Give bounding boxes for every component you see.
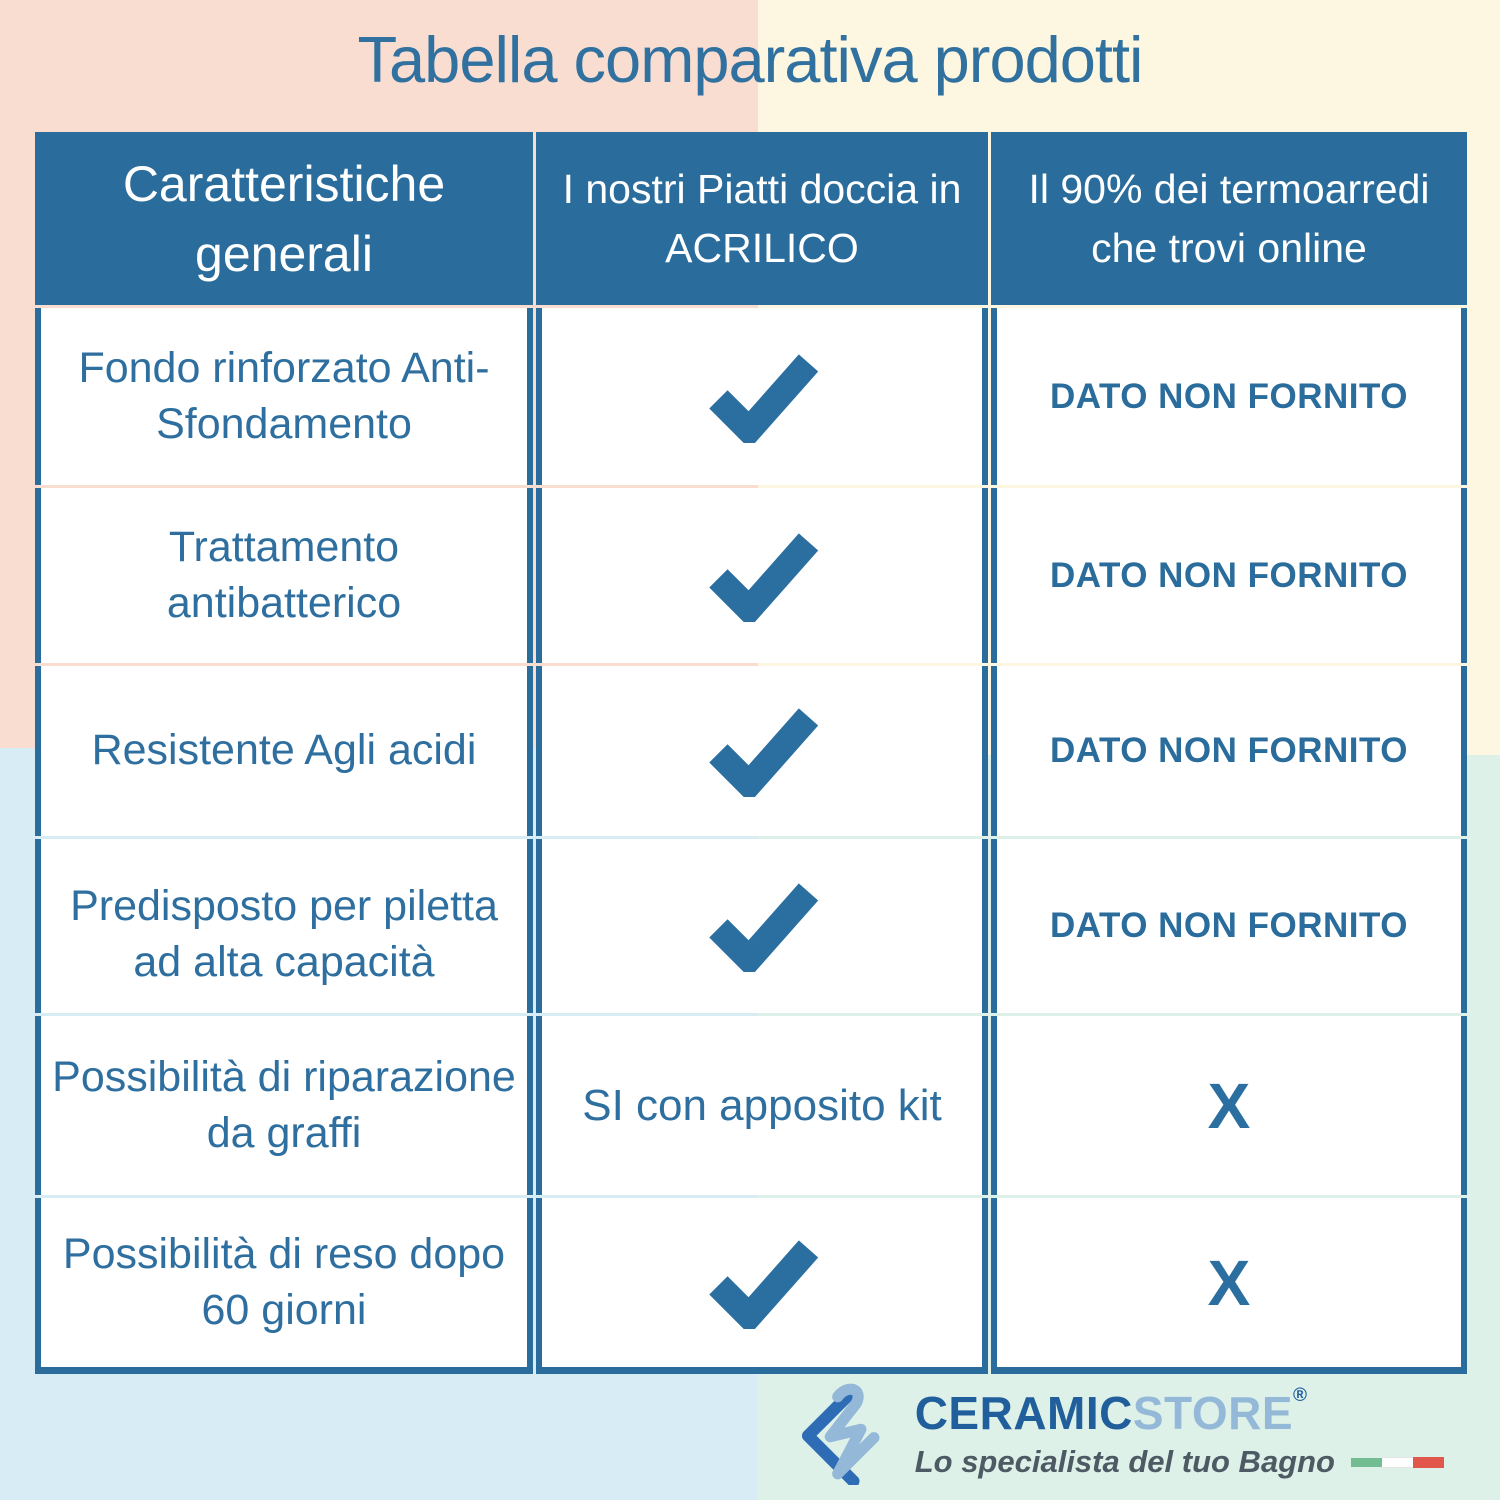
dato-non-fornito-text: DATO NON FORNITO [1050,731,1408,770]
theirs-cell-row5: X [991,1016,1467,1195]
ours-cell-row5: SI con apposito kit [536,1016,988,1195]
theirs-cell-row4: DATO NON FORNITO [991,839,1467,1013]
checkmark-icon [708,1239,818,1329]
row-label-riparazione-graffi: Possibilità di riparazione da graffi [35,1016,533,1195]
brand-primary: CERAMIC [914,1386,1133,1439]
x-mark: X [1207,1069,1251,1142]
ours-cell-row2 [536,488,988,663]
brand-name: CERAMICSTORE® [914,1384,1308,1439]
ours-cell-row1 [536,308,988,485]
ours-cell-row4 [536,839,988,1013]
checkmark-icon [708,708,818,797]
checkmark-icon [708,353,818,443]
checkmark-icon [708,883,818,972]
theirs-cell-row6: X [991,1198,1467,1374]
row-label-trattamento: Trattamento antibatterico [35,488,533,663]
row-label-text: Resistente Agli acidi [91,726,477,775]
dato-non-fornito-text: DATO NON FORNITO [1050,376,1408,416]
row-label-fondo-rinforzato: Fondo rinforzato Anti- Sfondamento [35,308,533,485]
italian-flag-icon [1351,1456,1444,1468]
header-cell-caratteristiche: Caratteristiche generali [35,132,533,305]
dato-non-fornito-text: DATO NON FORNITO [1050,555,1408,595]
theirs-cell-row3: DATO NON FORNITO [991,666,1467,836]
theirs-cell-row1: DATO NON FORNITO [991,308,1467,485]
header-cell-termoarredi: Il 90% dei termoarredi che trovi online [991,132,1467,305]
si-con-kit-text: SI con apposito kit [582,1080,942,1130]
ours-cell-row3 [536,666,988,836]
theirs-cell-row2: DATO NON FORNITO [991,488,1467,663]
flag-red-bar [1413,1456,1444,1468]
registered-mark: ® [1293,1384,1308,1406]
row-label-text: Trattamento antibatterico [166,522,402,627]
brand-secondary: STORE [1132,1386,1294,1439]
checkmark-icon [708,532,818,622]
tagline-text: Lo specialista del tuo Bagno [914,1444,1335,1480]
page-title: Tabella comparativa prodotti [357,23,1144,96]
row-label-text: Possibilità di reso dopo 60 giorni [62,1229,506,1334]
comparison-table: Caratteristiche generali I nostri Piatti… [35,132,1467,1374]
header-cell-acrilico: I nostri Piatti doccia in ACRILICO [536,132,988,305]
row-label-text: Predisposto per piletta ad alta capacità [70,882,498,987]
flag-green-bar [1351,1457,1382,1467]
flag-white-bar [1382,1456,1413,1468]
dato-non-fornito-text: DATO NON FORNITO [1050,906,1408,945]
row-label-resistente-acidi: Resistente Agli acidi [35,666,533,836]
row-label-text: Possibilità di riparazione da graffi [52,1052,516,1157]
ours-cell-row6 [536,1198,988,1374]
ceramicstore-logo: CERAMICSTORE® Lo specialista del tuo Bag… [795,1381,1444,1485]
row-label-piletta: Predisposto per piletta ad alta capacità [35,839,533,1013]
row-label-text: Fondo rinforzato Anti- Sfondamento [78,343,490,448]
logo-text-block: CERAMICSTORE® Lo specialista del tuo Bag… [914,1384,1444,1481]
row-label-reso-60-giorni: Possibilità di reso dopo 60 giorni [35,1198,533,1374]
x-mark: X [1207,1246,1251,1319]
ceramicstore-diamond-logo-icon [801,1383,880,1485]
tagline-row: Lo specialista del tuo Bagno [915,1444,1444,1480]
